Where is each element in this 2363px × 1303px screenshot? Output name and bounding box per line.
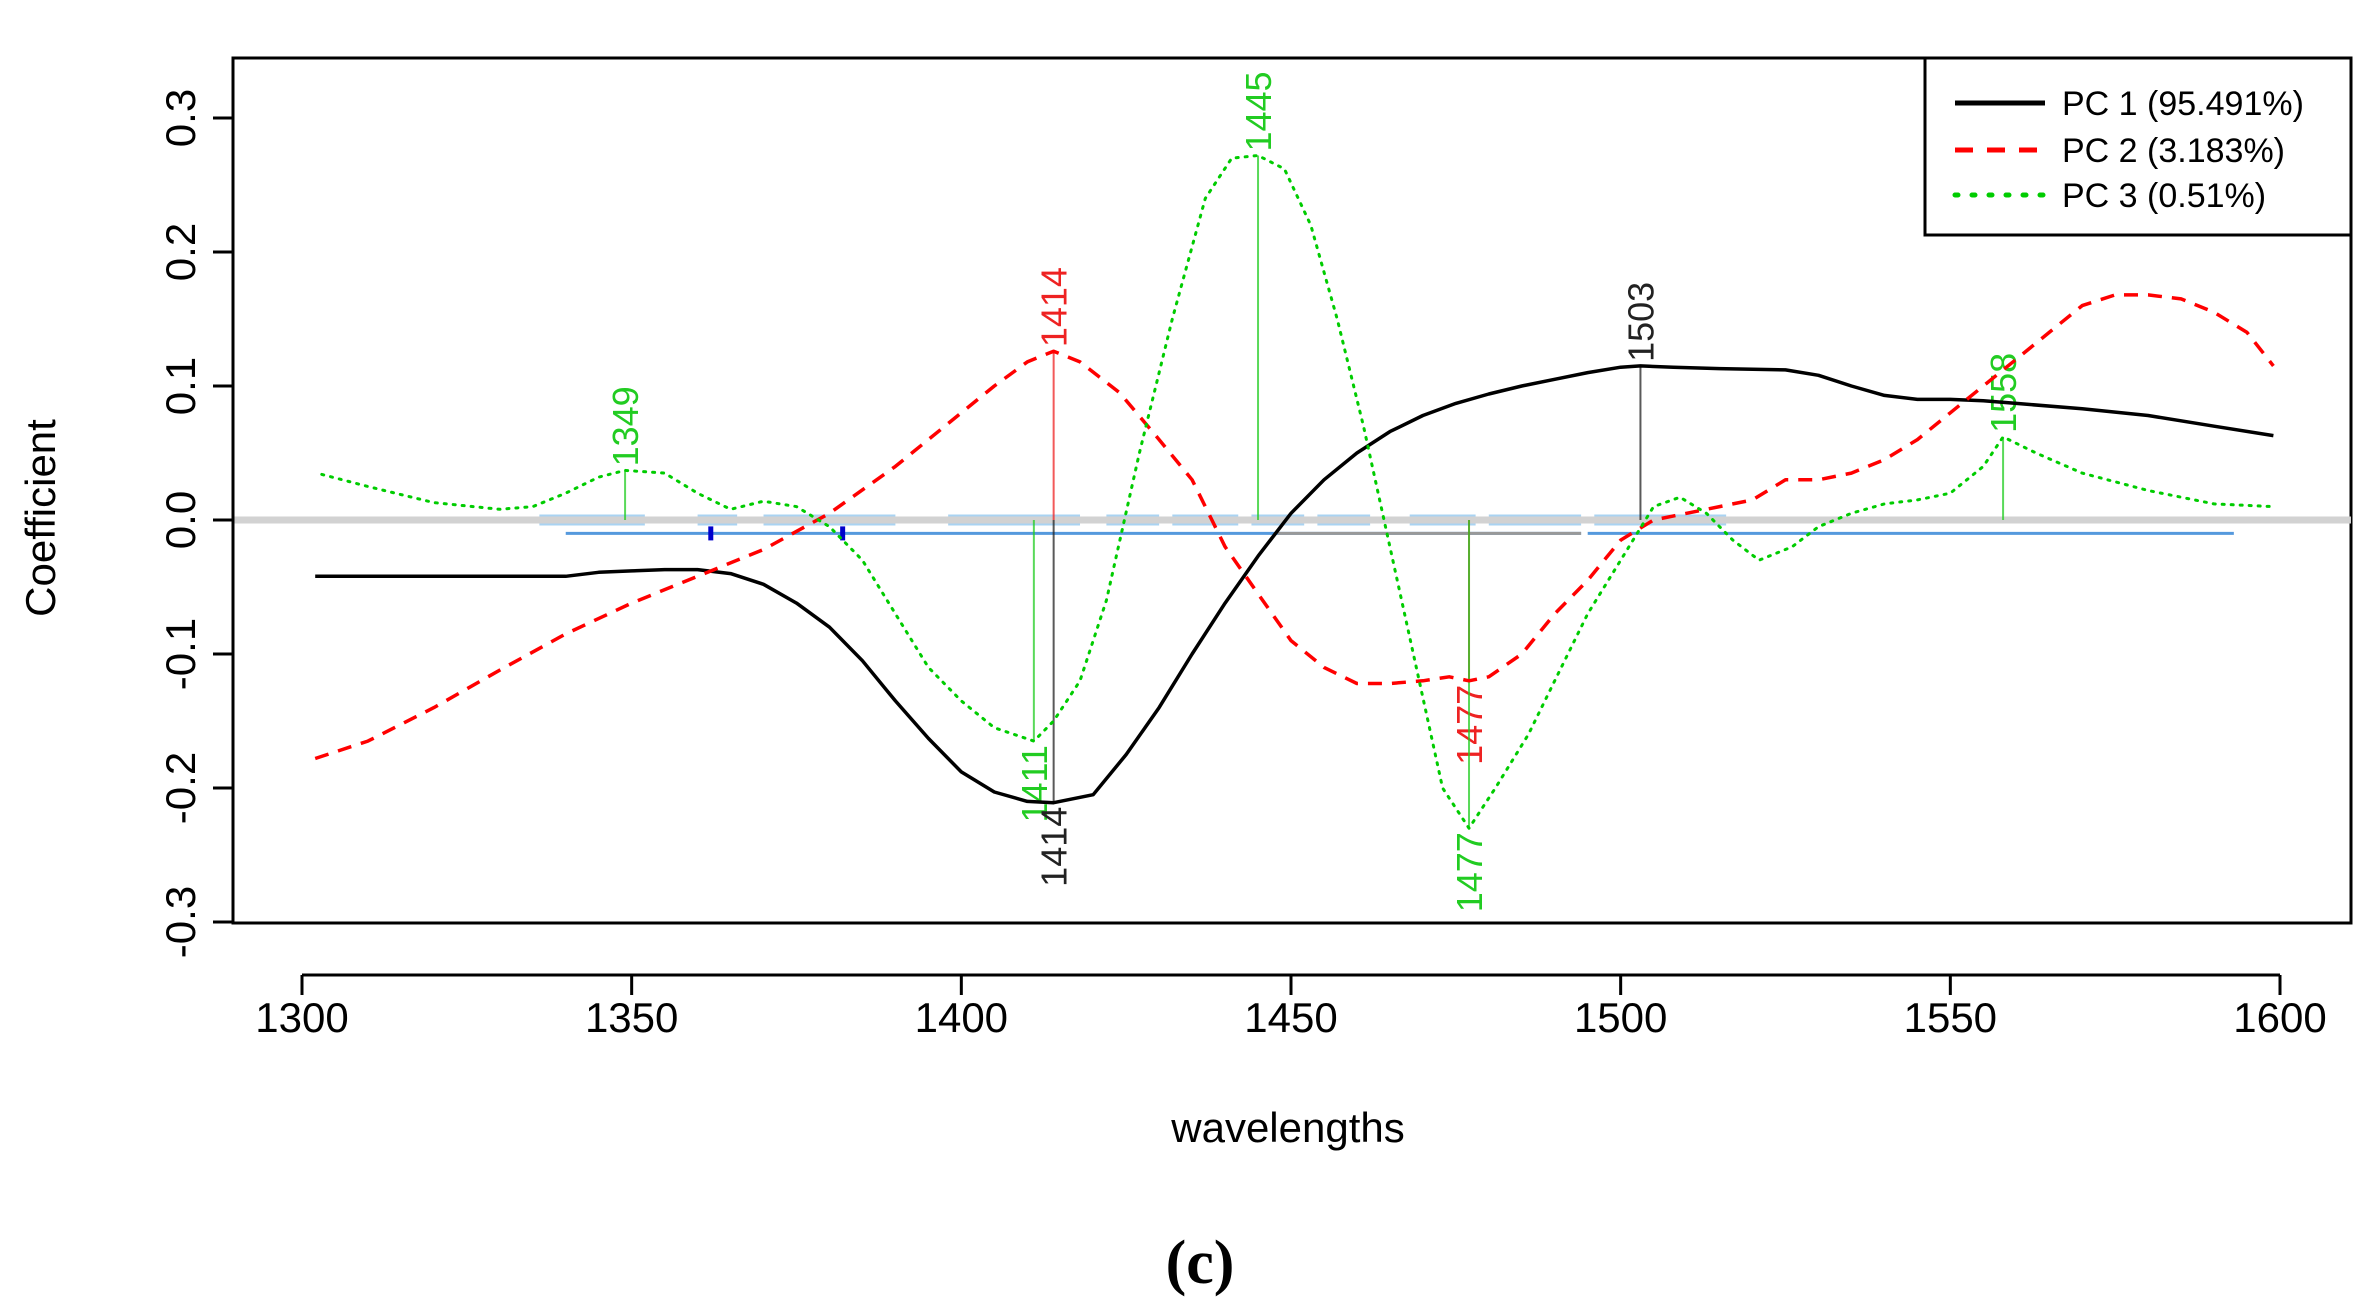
y-tick-label-6: 0.3 [157, 89, 204, 147]
peak-label-3: 1503 [1620, 282, 1661, 362]
series-pc1-line [315, 364, 2274, 805]
y-tick-label-1: -0.2 [157, 752, 204, 824]
y-tick-label-3: 0.0 [157, 491, 204, 549]
y-axis-title: Coefficient [17, 419, 64, 617]
peak-label-2: 1445 [1238, 71, 1279, 151]
series-pc3-line [320, 154, 2275, 830]
series-pc2-line [314, 293, 2275, 761]
legend: PC 1 (95.491%) PC 2 (3.183%) PC 3 (0.51%… [1923, 56, 2353, 237]
x-tick-label-5: 1550 [1904, 994, 1997, 1041]
x-tick-label-3: 1450 [1244, 994, 1337, 1041]
peak-label-1: 1414 [1034, 267, 1075, 347]
y-tick-label-4: 0.1 [157, 357, 204, 415]
x-axis-title: wavelengths [1170, 1104, 1404, 1151]
legend-label-pc2: PC 2 (3.183%) [2062, 132, 2285, 170]
legend-label-pc1: PC 1 (95.491%) [2062, 85, 2304, 123]
series-layer [314, 154, 2275, 830]
x-tick-label-1: 1350 [585, 994, 678, 1041]
y-axis: -0.3 -0.2 -0.1 0.0 0.1 0.2 0.3 [157, 89, 235, 958]
peak-label-0: 1349 [605, 386, 646, 466]
x-tick-label-2: 1400 [915, 994, 1008, 1041]
x-axis: 1300 1350 1400 1450 1500 1550 1600 [255, 973, 2327, 1041]
peak-label-8: 1477 [1449, 832, 1490, 912]
x-tick-label-6: 1600 [2233, 994, 2326, 1041]
peak-label-6: 1414 [1034, 807, 1075, 887]
peak-label-5: 1411 [1014, 745, 1055, 822]
peak-label-4: 1558 [1983, 353, 2024, 433]
legend-box [1923, 56, 2353, 237]
y-tick-label-5: 0.2 [157, 223, 204, 281]
y-tick-label-0: -0.3 [157, 886, 204, 958]
y-tick-label-2: -0.1 [157, 618, 204, 690]
panel-label: (c) [1166, 1229, 1235, 1297]
x-tick-label-0: 1300 [255, 994, 348, 1041]
x-tick-label-4: 1500 [1574, 994, 1667, 1041]
legend-label-pc3: PC 3 (0.51%) [2062, 177, 2266, 215]
